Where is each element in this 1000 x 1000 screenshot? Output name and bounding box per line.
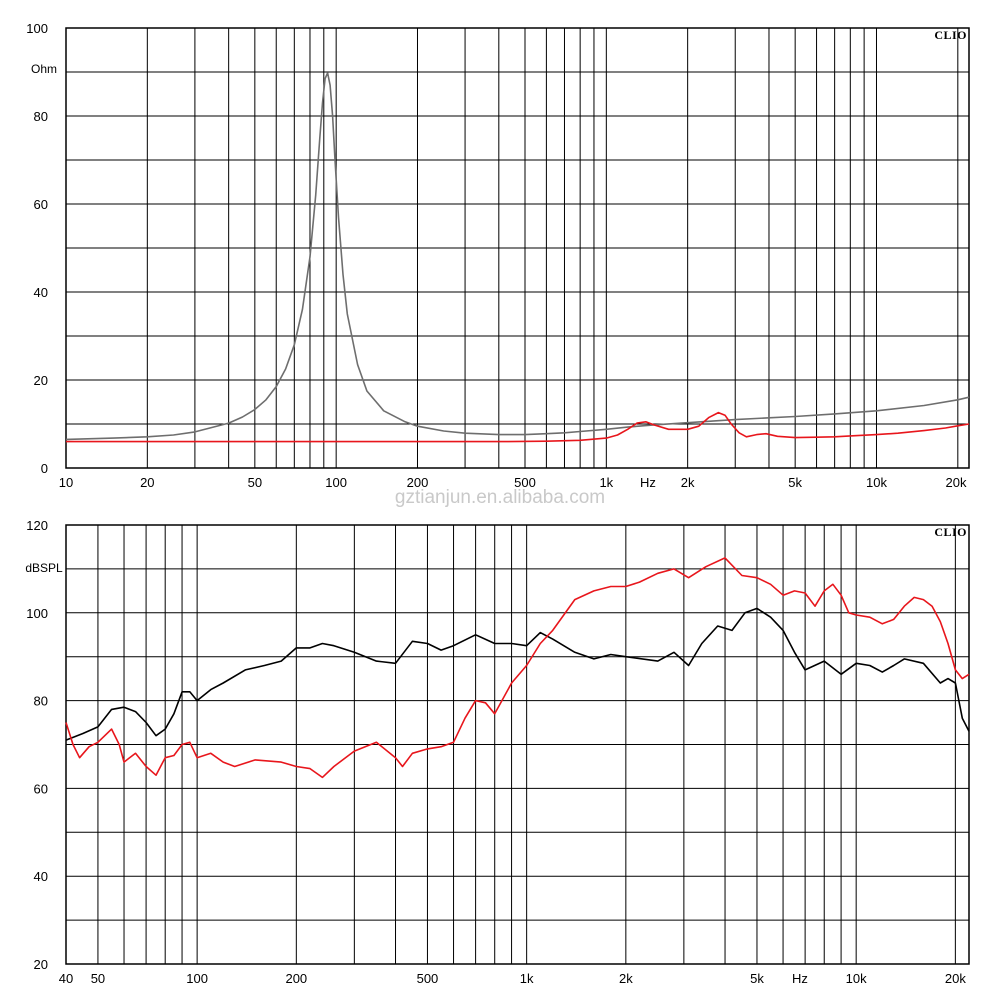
y-tick-label: 80 — [34, 694, 48, 709]
x-tick-label: 10 — [59, 475, 73, 490]
x-tick-label: 50 — [91, 971, 105, 986]
y-tick-label: 20 — [34, 957, 48, 972]
y-tick-label: 100 — [26, 21, 48, 36]
x-tick-label: 100 — [325, 475, 347, 490]
x-tick-label: 50 — [248, 475, 262, 490]
x-tick-label: 1k — [599, 475, 613, 490]
x-tick-label: 20 — [140, 475, 154, 490]
x-axis-unit-label: Hz — [640, 475, 656, 490]
x-tick-label: 5k — [750, 971, 764, 986]
x-tick-label: 20k — [945, 971, 966, 986]
y-tick-label: 100 — [26, 606, 48, 621]
plot-frame — [65, 27, 970, 469]
y-tick-label: 120 — [26, 518, 48, 533]
x-tick-label: 2k — [619, 971, 633, 986]
plot-frame — [65, 524, 970, 965]
x-tick-label: 5k — [788, 475, 802, 490]
clio-brand-label: CLIO — [934, 525, 967, 539]
series-line-2 — [66, 411, 970, 443]
series-line-2 — [65, 557, 970, 779]
x-tick-label: 40 — [59, 971, 73, 986]
horizontal-gridlines — [66, 71, 969, 425]
y-tick-label: 40 — [34, 869, 48, 884]
series-line-1 — [65, 72, 970, 441]
clio-brand-label: CLIO — [934, 28, 967, 42]
y-tick-label: 60 — [34, 781, 48, 796]
x-tick-label: 10k — [866, 475, 887, 490]
horizontal-gridlines — [66, 568, 969, 921]
series-line-1 — [65, 607, 970, 741]
y-tick-label: 60 — [34, 197, 48, 212]
x-tick-label: 2k — [681, 475, 695, 490]
x-tick-label: 200 — [407, 475, 429, 490]
x-tick-label: 1k — [520, 971, 534, 986]
y-axis-unit-label: Ohm — [31, 62, 57, 76]
x-tick-label: 10k — [846, 971, 867, 986]
x-axis-unit-label: Hz — [792, 971, 808, 986]
x-tick-label: 100 — [186, 971, 208, 986]
x-tick-label: 500 — [417, 971, 439, 986]
x-tick-label: 20k — [946, 475, 967, 490]
x-tick-label: 200 — [285, 971, 307, 986]
y-axis-unit-label: dBSPL — [25, 561, 63, 575]
y-tick-label: 80 — [34, 109, 48, 124]
impedance-chart: 0 20 40 60 80 100 10 20 50 100 200 500 1k 2k 5k 10k 20k O… — [26, 21, 970, 490]
y-tick-label: 20 — [34, 373, 48, 388]
y-tick-label: 0 — [41, 461, 48, 476]
spl-chart: 20 40 60 80 100 120 40 50 100 200 500 1k 2k 5k 10k 20k d… — [25, 518, 970, 986]
watermark-text: gztianjun.en.alibaba.com — [395, 487, 605, 508]
y-tick-label: 40 — [34, 285, 48, 300]
x-tick-label: 500 — [514, 475, 536, 490]
